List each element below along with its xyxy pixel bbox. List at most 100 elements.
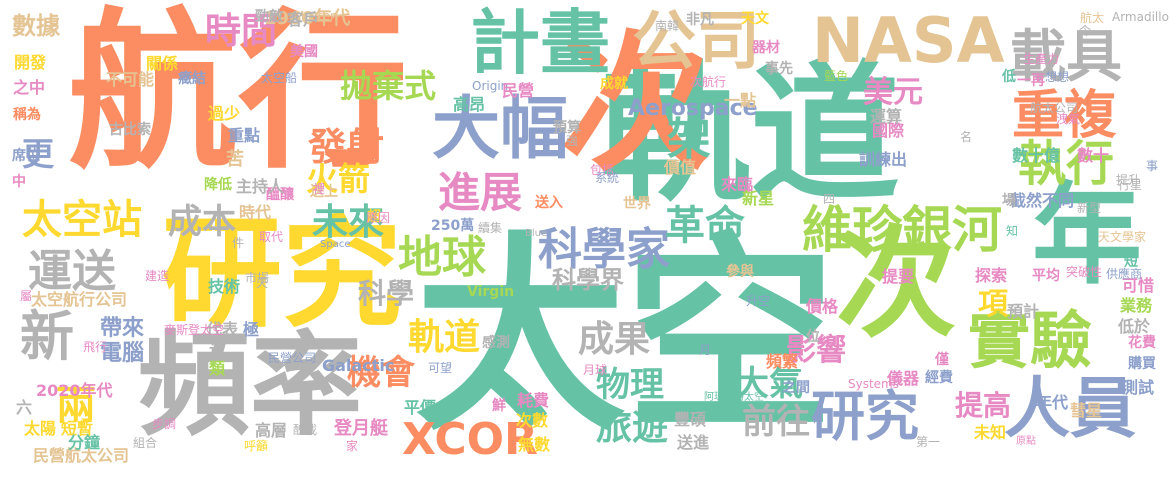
cloud-word: 來臨	[721, 175, 754, 194]
cloud-word: 事先	[765, 61, 793, 77]
cloud-word: Blue	[525, 228, 548, 239]
cloud-word: 大幅	[432, 90, 569, 169]
cloud-word: 感測	[482, 335, 510, 351]
cloud-word: 平價	[404, 398, 437, 417]
cloud-word: 主持人	[236, 177, 285, 196]
cloud-word: 預計	[1007, 302, 1040, 321]
cloud-word: 太陽	[24, 419, 57, 438]
cloud-word: 月	[699, 343, 712, 357]
cloud-word: 關係	[146, 54, 179, 73]
cloud-word: 儀器	[887, 369, 920, 388]
cloud-word: 癥結	[178, 71, 206, 87]
cloud-word: 屬	[20, 289, 33, 303]
cloud-word: 升空	[746, 294, 771, 308]
cloud-word: 強	[566, 134, 579, 148]
cloud-word: 次航行	[690, 75, 727, 89]
cloud-word: 技術	[208, 277, 241, 296]
cloud-word: 提高	[955, 389, 1012, 422]
cloud-word: 送上	[310, 184, 338, 200]
cloud-word: 研究	[162, 205, 402, 344]
cloud-word: 科學界	[552, 266, 624, 294]
cloud-word: 科學家	[538, 224, 670, 275]
cloud-word: 之中	[13, 78, 46, 97]
cloud-word: 時間	[205, 11, 278, 52]
cloud-word: 無數	[518, 435, 551, 454]
cloud-word: 可惜	[1122, 276, 1155, 295]
cloud-word: 未來	[312, 202, 385, 243]
cloud-word: 南韓	[655, 19, 680, 33]
cloud-word: Galactic	[322, 356, 395, 375]
cloud-word: 機會	[347, 353, 415, 393]
cloud-word: 成果	[578, 319, 651, 360]
cloud-word: 送入	[535, 195, 563, 211]
cloud-word: 分鐘	[68, 433, 101, 452]
cloud-word: 麥斯登太空	[164, 323, 225, 337]
cloud-word: 原因	[366, 211, 391, 225]
cloud-word: 天文	[741, 11, 769, 27]
cloud-word: 航太公司	[1030, 101, 1079, 115]
cloud-word: 業務	[1120, 296, 1153, 315]
cloud-word: 實驗	[968, 304, 1093, 377]
cloud-word: 一點	[724, 91, 757, 110]
cloud-word: 之間	[782, 380, 810, 396]
cloud-word: 生產力	[1023, 52, 1060, 66]
cloud-word: 成本	[168, 202, 236, 242]
cloud-word: 價值	[664, 158, 697, 177]
cloud-word: 國際	[872, 121, 905, 140]
cloud-word: Virgin	[467, 284, 515, 300]
cloud-word: 提升	[1116, 173, 1141, 187]
cloud-word: 重點	[228, 126, 261, 145]
cloud-word: 航太	[1080, 11, 1105, 25]
cloud-word: 拋棄式	[340, 67, 437, 105]
cloud-word: 太空站	[22, 197, 142, 243]
cloud-word: 家	[346, 439, 359, 453]
cloud-word: 四	[823, 192, 836, 206]
cloud-word: 維珍銀河	[802, 201, 1002, 259]
cloud-word: Space	[320, 239, 351, 250]
cloud-word: 送進	[677, 433, 710, 452]
cloud-word: 民營公司	[268, 351, 317, 365]
cloud-word: 超	[367, 209, 381, 225]
cloud-word: 非凡	[686, 12, 714, 28]
cloud-word: 系統	[595, 171, 620, 185]
cloud-word: 開發	[14, 53, 47, 72]
cloud-word: 時代	[239, 203, 272, 222]
cloud-word: 世界	[623, 196, 651, 212]
cloud-word: 醞釀	[266, 187, 294, 203]
cloud-word: 次	[836, 215, 956, 354]
cloud-word: 年代	[1036, 393, 1069, 412]
cloud-word: 突破性	[1066, 265, 1103, 279]
cloud-word: 彗星	[1070, 401, 1103, 420]
cloud-word: 月球	[583, 363, 608, 377]
cloud-word: XCOR	[402, 414, 538, 465]
cloud-word: 中	[12, 174, 26, 190]
cloud-word: 鮮	[492, 398, 506, 414]
cloud-word: 數十億	[1012, 146, 1061, 165]
cloud-word: 名	[960, 130, 973, 144]
cloud-word: 市場	[245, 271, 270, 285]
cloud-word: 美元	[863, 75, 923, 110]
cloud-word: 席位	[12, 148, 40, 164]
cloud-word: 客戶	[287, 10, 320, 29]
cloud-word: 醜載	[293, 423, 318, 437]
cloud-word: 耗費	[517, 391, 550, 410]
cloud-word: 人員	[1004, 370, 1136, 447]
cloud-word: 飛行	[83, 340, 108, 354]
cloud-word: 呼籲	[244, 439, 269, 453]
cloud-word: 成就	[600, 76, 628, 92]
cloud-word: 可望	[428, 361, 453, 375]
cloud-word: 令	[1079, 24, 1092, 38]
cloud-word: 旅遊	[596, 407, 669, 448]
cloud-word: 數據	[12, 12, 60, 40]
cloud-word: 代表	[206, 320, 239, 339]
cloud-word: 2020年代	[36, 381, 113, 400]
cloud-word: 運送	[28, 246, 116, 297]
cloud-word: 火箭	[306, 160, 371, 198]
cloud-word: 花費	[1128, 335, 1156, 351]
cloud-word: 原點	[1016, 436, 1036, 447]
cloud-word: 取代	[259, 230, 284, 244]
cloud-word: 前往	[742, 402, 810, 442]
cloud-word: Systems	[848, 377, 899, 391]
cloud-word: 頻率	[138, 321, 362, 451]
cloud-word: 價格	[806, 297, 839, 316]
